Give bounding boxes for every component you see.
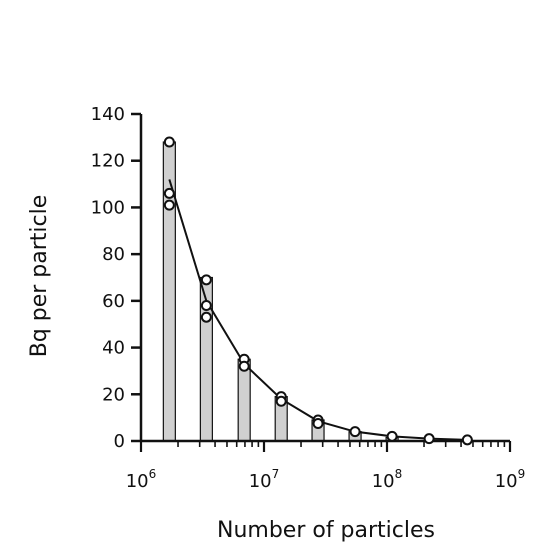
y-tick-label-60: 60	[102, 291, 125, 312]
y-tick-label-100: 100	[91, 197, 125, 218]
x-axis-title: Number of particles	[217, 518, 435, 543]
y-tick-label-20: 20	[102, 384, 125, 405]
x-tick-label-3: 109	[495, 467, 526, 492]
data-point-9	[275, 395, 287, 407]
data-point-1	[163, 187, 175, 199]
bar-0	[162, 141, 176, 442]
y-axis-title: Bq per particle	[27, 195, 52, 358]
data-point-2	[163, 199, 175, 211]
labels-layer: 0 20 40 60 80 100 120 140 106 107 108 109	[91, 104, 526, 492]
points-layer	[163, 136, 473, 446]
y-tick-label-0: 0	[114, 431, 125, 452]
data-point-13	[386, 430, 398, 442]
data-point-5	[200, 311, 212, 323]
axes-layer	[131, 112, 512, 452]
data-point-3	[200, 274, 212, 286]
y-tick-label-80: 80	[102, 244, 125, 265]
x-tick-label-1: 107	[249, 467, 280, 492]
data-point-0	[163, 136, 175, 148]
line-layer	[168, 179, 468, 441]
y-tick-label-120: 120	[91, 151, 125, 172]
data-point-14	[423, 433, 435, 445]
trend-line	[168, 179, 468, 441]
data-point-11	[312, 417, 324, 429]
data-point-4	[200, 300, 212, 312]
data-point-7	[238, 360, 250, 372]
data-point-12	[349, 426, 361, 438]
data-point-15	[461, 434, 473, 446]
x-tick-label-2: 108	[372, 467, 403, 492]
y-tick-label-140: 140	[91, 104, 125, 125]
y-tick-label-40: 40	[102, 338, 125, 359]
x-tick-label-0: 106	[126, 467, 157, 492]
